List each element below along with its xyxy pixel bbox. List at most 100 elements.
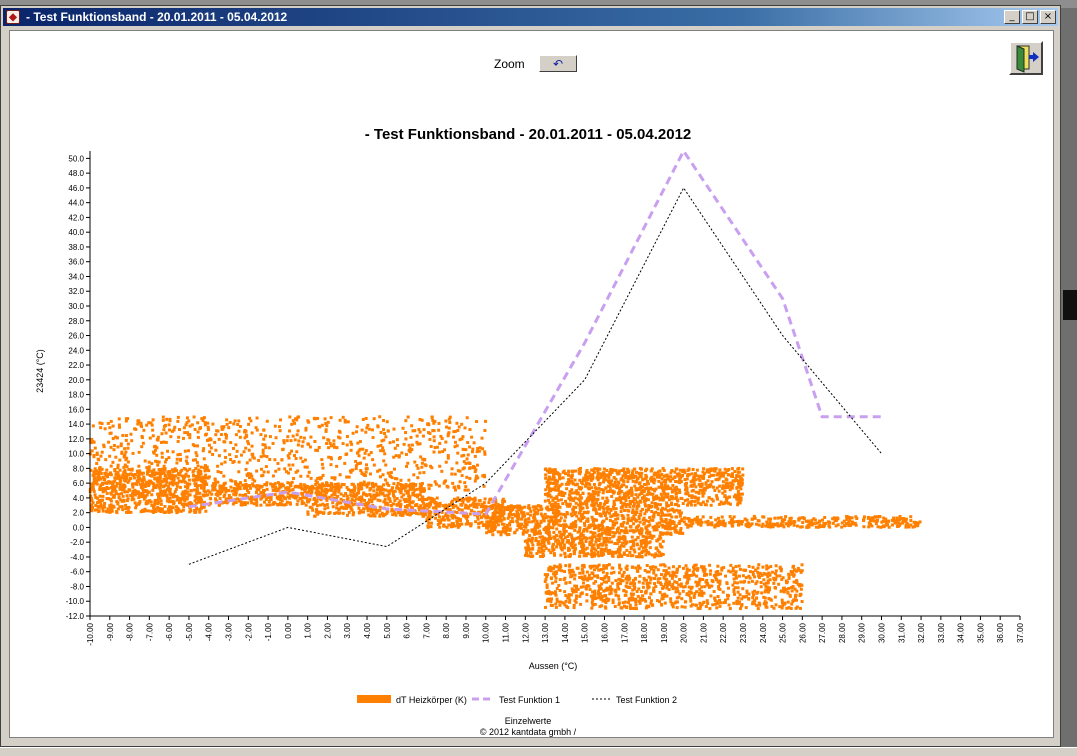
scatter-point xyxy=(182,426,186,430)
scatter-point xyxy=(394,454,398,458)
scatter-point xyxy=(645,525,649,529)
scatter-point xyxy=(255,484,259,488)
scatter-point xyxy=(262,470,266,474)
scatter-point xyxy=(195,488,199,492)
maximize-button[interactable]: □ xyxy=(1022,10,1038,24)
scatter-point xyxy=(584,527,588,531)
scatter-point xyxy=(498,504,502,508)
app-icon[interactable]: ◆ xyxy=(6,10,20,24)
scatter-point xyxy=(152,450,156,454)
scatter-point xyxy=(643,598,647,602)
exit-button[interactable] xyxy=(1009,41,1043,75)
scatter-point xyxy=(789,570,793,574)
scatter-point xyxy=(793,520,797,524)
scatter-point xyxy=(120,451,124,455)
scatter-point xyxy=(152,486,156,490)
scatter-point xyxy=(621,504,625,508)
scatter-point xyxy=(651,514,655,518)
scatter-point xyxy=(356,462,360,466)
scatter-point xyxy=(496,516,500,520)
scatter-point xyxy=(548,507,552,511)
close-button[interactable]: × xyxy=(1040,10,1056,24)
scatter-point xyxy=(200,501,204,505)
scatter-point xyxy=(285,470,289,474)
scatter-point xyxy=(138,500,142,504)
scatter-point xyxy=(175,484,179,488)
scatter-point xyxy=(715,600,719,604)
scatter-point xyxy=(371,485,375,489)
scatter-point xyxy=(163,424,167,428)
scatter-point xyxy=(238,493,242,497)
scatter-point xyxy=(128,488,132,492)
scatter-point xyxy=(596,468,600,472)
scatter-point xyxy=(324,488,328,492)
scatter-point xyxy=(521,515,525,519)
scatter-point xyxy=(407,493,411,497)
scatter-point xyxy=(369,506,373,510)
scatter-point xyxy=(596,473,600,477)
scatter-point xyxy=(628,529,632,533)
scatter-point xyxy=(491,522,495,526)
scatter-point xyxy=(787,574,791,578)
scatter-point xyxy=(292,453,296,457)
scatter-point xyxy=(442,524,446,528)
scatter-point xyxy=(807,525,811,529)
scatter-point xyxy=(185,461,189,465)
scatter-point xyxy=(171,506,175,510)
scatter-point xyxy=(882,524,886,528)
scatter-point xyxy=(563,525,567,529)
scatter-point xyxy=(663,478,667,482)
scatter-point xyxy=(214,481,218,485)
scatter-point xyxy=(358,440,362,444)
scatter-point xyxy=(302,501,306,505)
scatter-point xyxy=(255,469,259,473)
scatter-point xyxy=(625,575,629,579)
scatter-point xyxy=(909,523,913,527)
scatter-point xyxy=(164,440,168,444)
scatter-point xyxy=(310,506,314,510)
scatter-point xyxy=(89,486,93,490)
scatter-point xyxy=(666,522,670,526)
scatter-point xyxy=(697,490,701,494)
scatter-point xyxy=(235,449,239,453)
scatter-point xyxy=(320,482,324,486)
scatter-point xyxy=(706,523,710,527)
scatter-point xyxy=(376,498,380,502)
scatter-point xyxy=(460,522,464,526)
scatter-point xyxy=(717,489,721,493)
scatter-point xyxy=(656,511,660,515)
scatter-point xyxy=(127,510,131,514)
scatter-point xyxy=(131,496,135,500)
scatter-point xyxy=(276,481,280,485)
scatter-point xyxy=(110,509,114,513)
scatter-point xyxy=(720,566,724,570)
scatter-point xyxy=(458,524,462,528)
scatter-point xyxy=(744,595,748,599)
scatter-point xyxy=(473,479,477,483)
scatter-point xyxy=(445,425,449,429)
minimize-button[interactable]: _ xyxy=(1004,10,1020,24)
title-bar[interactable]: ◆ - Test Funktionsband - 20.01.2011 - 05… xyxy=(3,8,1058,26)
scatter-point xyxy=(636,503,640,507)
scatter-point xyxy=(100,498,104,502)
scatter-point xyxy=(698,484,702,488)
scatter-point xyxy=(451,516,455,520)
scatter-point xyxy=(419,511,423,515)
scatter-point xyxy=(721,480,725,484)
scatter-point xyxy=(417,498,421,502)
zoom-reset-button[interactable]: ↶ xyxy=(539,55,577,72)
scatter-point xyxy=(184,467,188,471)
scatter-point xyxy=(230,479,234,483)
scatter-point xyxy=(533,531,537,535)
scatter-point xyxy=(650,501,654,505)
scatter-point xyxy=(762,571,766,575)
scatter-point xyxy=(596,575,600,579)
scatter-point xyxy=(553,504,557,508)
scatter-point xyxy=(623,494,627,498)
scatter-point xyxy=(115,511,119,515)
scatter-point xyxy=(490,520,494,524)
scatter-point xyxy=(565,512,569,516)
scatter-point xyxy=(111,481,115,485)
scatter-point xyxy=(736,586,740,590)
scatter-point xyxy=(630,490,634,494)
